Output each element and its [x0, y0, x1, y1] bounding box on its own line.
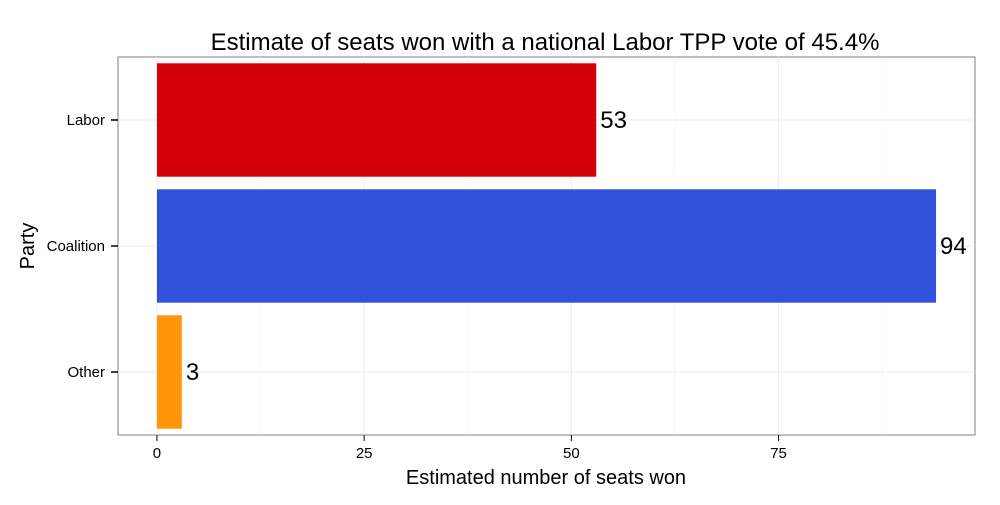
- y-tick-label-labor: Labor: [67, 112, 105, 129]
- x-axis-title: Estimated number of seats won: [406, 467, 686, 489]
- data-labels: 53 94 3: [186, 107, 967, 386]
- data-label-coalition: 94: [940, 233, 967, 260]
- bars: [156, 63, 937, 429]
- data-label-other: 3: [186, 359, 199, 386]
- bar-coalition: [156, 189, 937, 303]
- x-tick-label: 0: [153, 445, 161, 462]
- bar-other: [156, 315, 182, 429]
- y-axis-title: Party: [17, 223, 39, 270]
- x-tick-label: 50: [563, 445, 580, 462]
- x-axis: 0 25 50 75: [153, 435, 787, 462]
- x-tick-label: 75: [770, 445, 787, 462]
- y-tick-label-other: Other: [67, 364, 105, 381]
- x-tick-label: 25: [356, 445, 373, 462]
- y-axis: Labor Coalition Other: [47, 112, 118, 381]
- bar-labor: [156, 63, 597, 177]
- chart-title: Estimate of seats won with a national La…: [211, 29, 880, 56]
- y-tick-label-coalition: Coalition: [47, 238, 105, 255]
- data-label-labor: 53: [600, 107, 627, 134]
